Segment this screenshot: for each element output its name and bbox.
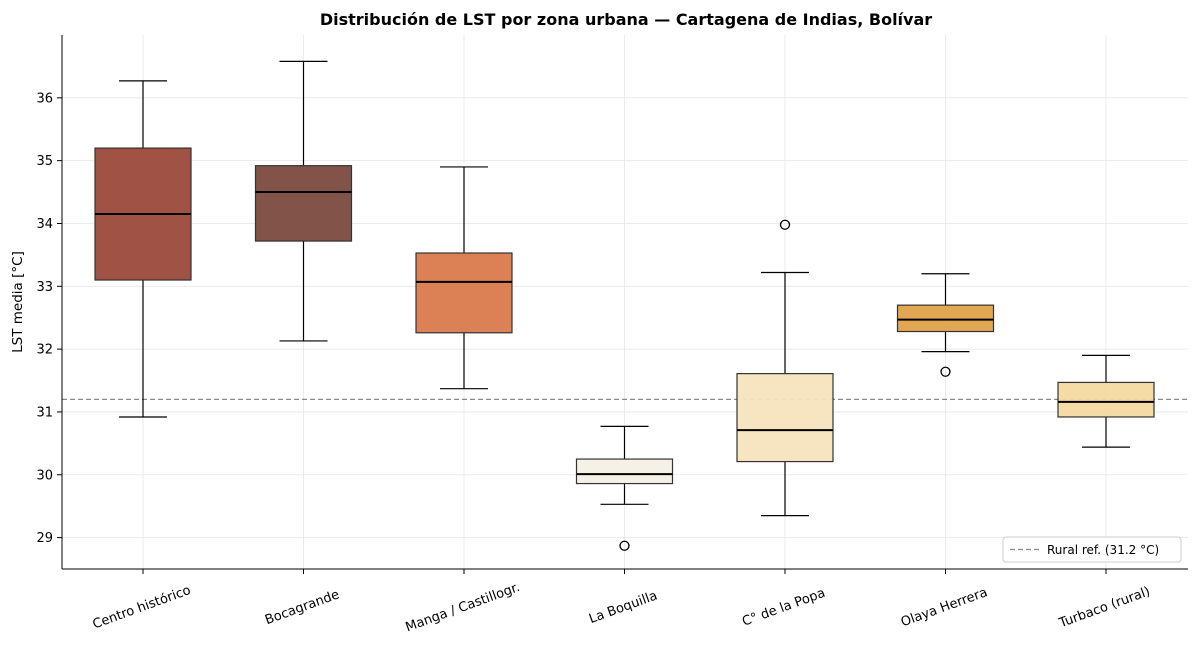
box-iqr [575,458,674,485]
x-tick-label: Turbaco (rural) [1056,584,1152,631]
box-5 [736,219,834,517]
box-6 [896,273,995,377]
y-tick-label: 31 [36,405,53,420]
box-iqr [1057,381,1155,418]
box-7 [1057,354,1155,448]
y-tick-label: 33 [36,280,53,295]
y-tick-label: 30 [36,468,53,483]
y-tick-label: 36 [36,91,53,106]
legend-frame [1002,536,1182,563]
x-tick-label: C° de la Popa [740,586,827,630]
chart-title: Distribución de LST por zona urbana — Ca… [320,10,932,29]
y-tick-label: 29 [36,531,53,546]
legend: Rural ref. (31.2 °C) [1002,536,1182,563]
box-iqr [736,373,834,463]
x-tick-label: Manga / Castillogr. [404,580,522,635]
x-tick-label: Olaya Herrera [899,585,990,630]
box-4 [575,425,674,551]
x-tick-label: La Boquilla [587,588,659,627]
legend-label: Rural ref. (31.2 °C) [1047,543,1159,557]
y-tick-label: 34 [36,217,53,232]
box-1 [94,80,192,418]
box-iqr [254,165,353,242]
outlier-point [940,366,951,377]
box-iqr [415,252,513,334]
outlier-point [779,219,791,230]
y-tick-label: 32 [36,343,53,358]
box-iqr [896,304,995,333]
y-tick-label: 35 [36,154,53,169]
box-2 [254,60,353,342]
boxes-group [94,60,1155,551]
x-tick-label: Centro histórico [91,583,193,632]
y-axis-label: LST media [°C] [10,251,26,353]
x-tick-label: Bocagrande [263,587,341,628]
box-3 [415,166,513,390]
outlier-point [619,540,630,551]
